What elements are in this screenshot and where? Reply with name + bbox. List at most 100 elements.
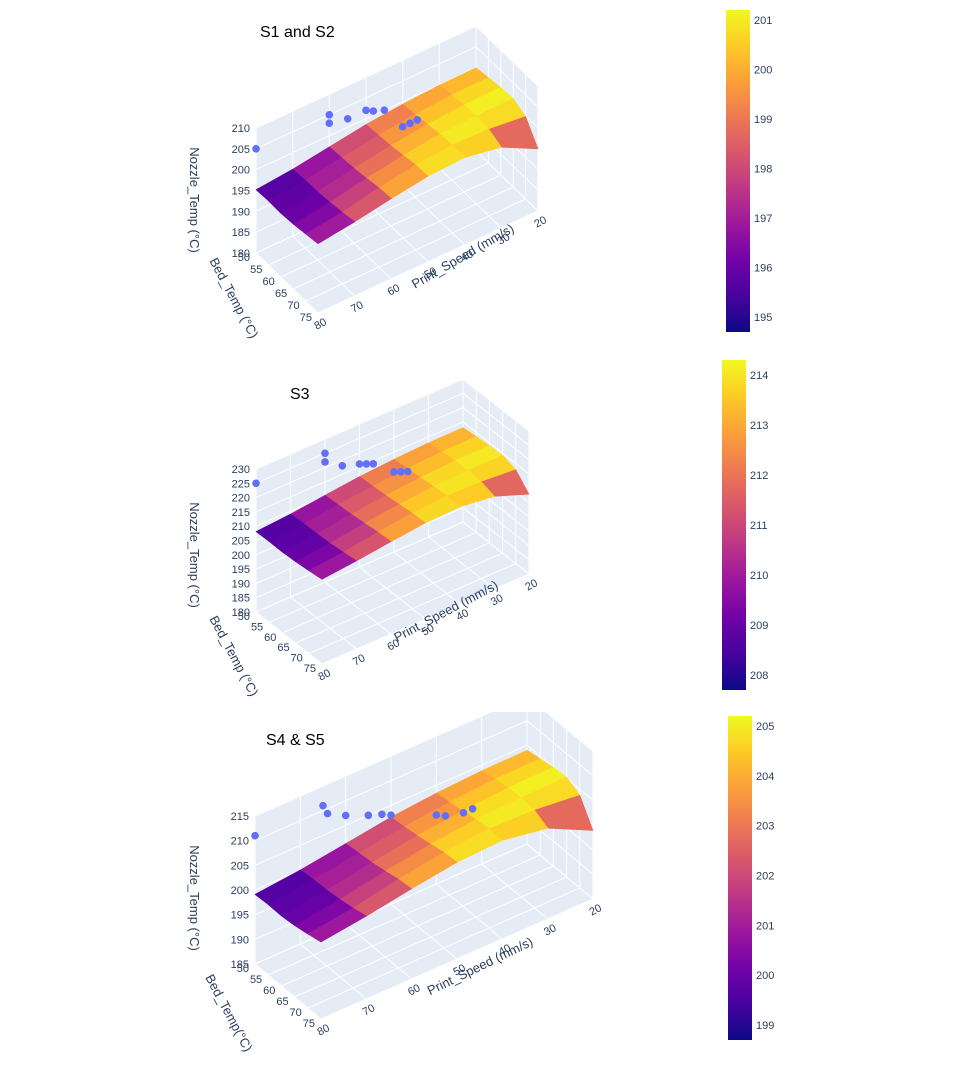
y-tick-label: 75 <box>303 1018 315 1030</box>
x-tick-label: 40 <box>497 942 513 958</box>
y-axis-title: Bed_Temp(°C) <box>202 972 255 1054</box>
data-point[interactable] <box>341 811 350 820</box>
data-point[interactable] <box>325 119 334 127</box>
data-point[interactable] <box>323 809 332 818</box>
colorbar-tick-label: 214 <box>750 370 768 382</box>
colorbar: 208 209 210 211 212 213 214 <box>722 360 768 690</box>
x-tick-label: 50 <box>420 622 436 638</box>
y-tick-label: 60 <box>264 632 276 644</box>
y-tick-label: 70 <box>287 300 299 312</box>
colorbar-tick-label: 200 <box>754 64 772 76</box>
gridline <box>321 431 530 665</box>
chart-panel-2: S3 180 185 190 195 200 205 210 215 220 225 230 50 55… <box>0 356 969 712</box>
data-point[interactable] <box>390 468 398 476</box>
gridline <box>305 74 527 302</box>
scene-3d[interactable]: 1851901952002052102155055606570752030405… <box>0 712 700 1067</box>
gridline <box>255 128 319 314</box>
data-point[interactable] <box>397 468 405 476</box>
data-point[interactable] <box>378 810 386 819</box>
data-point[interactable] <box>406 119 414 128</box>
data-point[interactable] <box>325 111 334 119</box>
x-tick-label: 40 <box>454 607 470 623</box>
x-tick-label: 50 <box>422 265 438 281</box>
x-tick-label: 70 <box>351 652 367 668</box>
z-tick-label: 210 <box>232 521 250 533</box>
colorbar-tick-label: 212 <box>750 470 768 482</box>
data-point[interactable] <box>404 467 412 476</box>
data-point[interactable] <box>252 479 260 488</box>
data-point[interactable] <box>364 811 373 820</box>
z-axis-title: Nozzle_Temp (°C) <box>187 502 202 608</box>
surface <box>255 67 539 245</box>
colorbar-tick-label: 204 <box>756 771 774 783</box>
y-tick-label: 65 <box>275 288 287 300</box>
data-point[interactable] <box>321 449 329 458</box>
z-tick-label: 185 <box>232 593 250 605</box>
z-tick-label: 205 <box>232 536 250 548</box>
x-tick-label: 80 <box>312 316 328 332</box>
data-point[interactable] <box>459 809 468 817</box>
x-tick-label: 60 <box>386 282 402 298</box>
gridline <box>307 740 581 1009</box>
colorbar-tick-label: 198 <box>754 164 772 176</box>
data-point[interactable] <box>413 116 422 124</box>
z-tick-label: 190 <box>232 206 250 218</box>
colorbar-tick-label: 196 <box>754 263 772 275</box>
x-tick-label: 20 <box>587 902 603 918</box>
z-tick-label: 185 <box>231 959 249 971</box>
data-point[interactable] <box>319 801 327 810</box>
z-tick-label: 215 <box>232 507 250 519</box>
y-tick-label: 55 <box>250 264 262 276</box>
data-point[interactable] <box>468 805 477 813</box>
colorbar-gradient <box>726 10 750 332</box>
data-point[interactable] <box>251 831 259 840</box>
z-tick-label: 200 <box>232 165 250 177</box>
data-point[interactable] <box>362 460 371 468</box>
data-point[interactable] <box>338 462 347 470</box>
data-point[interactable] <box>362 106 370 115</box>
x-tick-label: 70 <box>361 1002 377 1018</box>
data-point[interactable] <box>343 115 352 123</box>
z-tick-label: 205 <box>232 144 250 156</box>
x-tick-label: 20 <box>532 214 548 230</box>
chart-panel-3: S4 & S5 185 190 195 200 205 210 215 50 55 60 65 70 7… <box>0 712 969 1068</box>
colorbar-tick-label: 213 <box>750 420 768 432</box>
z-tick-label: 200 <box>232 550 250 562</box>
z-tick-label: 225 <box>232 478 250 490</box>
colorbar-tick-label: 202 <box>756 871 774 883</box>
x-tick-label: 30 <box>496 231 512 247</box>
chart-panel-1: S1 and S2 180 185 190 195 200 205 210 50 55 60 65 7… <box>0 0 969 356</box>
data-point[interactable] <box>432 811 441 819</box>
y-tick-label: 55 <box>251 621 263 633</box>
y-tick-label: 50 <box>238 611 250 623</box>
colorbar-tick-label: 197 <box>754 213 772 225</box>
data-point[interactable] <box>252 145 260 153</box>
data-point[interactable] <box>369 107 378 115</box>
scene-3d[interactable]: 1801851901952002052105055606570752030405… <box>0 0 700 356</box>
colorbar-tick-label: 205 <box>756 721 774 733</box>
z-axis-title: Nozzle_Temp (°C) <box>187 845 202 951</box>
colorbar: 195 196 197 198 199 200 201 <box>726 10 772 332</box>
z-tick-label: 180 <box>232 248 250 260</box>
z-tick-label: 180 <box>232 607 250 619</box>
surface <box>254 749 594 943</box>
z-tick-label: 210 <box>232 123 250 135</box>
data-point[interactable] <box>355 460 364 468</box>
data-point[interactable] <box>369 460 378 468</box>
data-point[interactable] <box>380 106 389 114</box>
x-tick-label: 70 <box>349 299 365 315</box>
z-tick-label: 190 <box>232 578 250 590</box>
chart-title: S1 and S2 <box>260 24 335 41</box>
y-tick-label: 70 <box>291 653 303 665</box>
x-tick-label: 80 <box>315 1022 331 1038</box>
data-point[interactable] <box>398 122 407 131</box>
surface-patch <box>307 907 367 943</box>
scene-3d[interactable]: 1801851901952002052102152202252305055606… <box>0 356 700 712</box>
y-tick-label: 60 <box>263 985 275 997</box>
z-axis-title: Nozzle_Temp (°C) <box>187 147 202 253</box>
z-tick-label: 230 <box>232 464 250 476</box>
y-tick-label: 70 <box>290 1007 302 1019</box>
data-point[interactable] <box>387 811 395 819</box>
data-point[interactable] <box>441 812 450 820</box>
data-point[interactable] <box>321 458 329 466</box>
